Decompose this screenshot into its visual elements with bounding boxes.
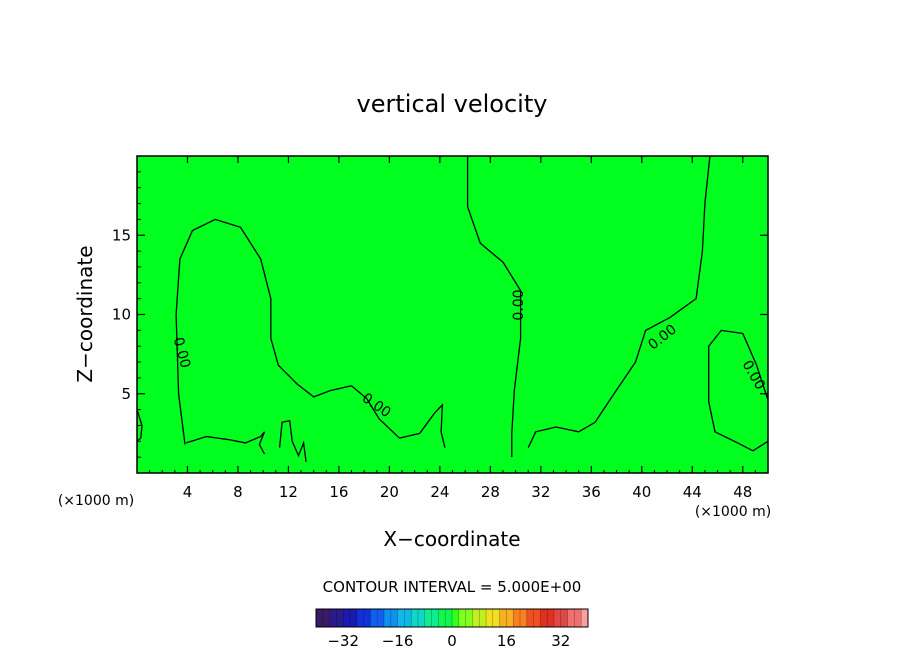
y-tick-label: 5 bbox=[121, 385, 131, 403]
x-tick-label: 40 bbox=[632, 483, 651, 501]
y-tick-label: 15 bbox=[112, 226, 131, 244]
x-tick-label: 48 bbox=[733, 483, 752, 501]
contour-interval-text: CONTOUR INTERVAL = 5.000E+00 bbox=[323, 578, 582, 596]
colorbar-cell bbox=[363, 609, 371, 627]
colorbar-cell bbox=[384, 609, 392, 627]
contour-line-5 bbox=[186, 431, 266, 455]
chart-title: vertical velocity bbox=[357, 90, 548, 118]
x-tick-label: 24 bbox=[430, 483, 449, 501]
colorbar-cell bbox=[547, 609, 555, 627]
colorbar-cell bbox=[560, 609, 568, 627]
colorbar-cell bbox=[431, 609, 439, 627]
colorbar-cell bbox=[492, 609, 500, 627]
plot-area: 0.000.000.000.000.00 4 8 12 16 20 24 28 32 36 40 4… bbox=[112, 155, 769, 501]
y-axis-label: Z−coordinate bbox=[73, 245, 97, 382]
colorbar-cell bbox=[526, 609, 534, 627]
colorbar-cell bbox=[520, 609, 528, 627]
colorbar-cell bbox=[445, 609, 453, 627]
colorbar-cell bbox=[438, 609, 446, 627]
colorbar-cell bbox=[513, 609, 521, 627]
colorbar-cell bbox=[350, 609, 358, 627]
colorbar-cell bbox=[540, 609, 548, 627]
colorbar-cell bbox=[370, 609, 378, 627]
colorbar-tick-label: 32 bbox=[551, 632, 570, 650]
x-ticks: 4 8 12 16 20 24 28 32 36 40 44 48 bbox=[149, 156, 756, 501]
colorbar-cell bbox=[397, 609, 405, 627]
colorbar-cell bbox=[343, 609, 351, 627]
colorbar-cell bbox=[486, 609, 494, 627]
colorbar-cell bbox=[316, 609, 324, 627]
y-ticks: 5 10 15 bbox=[112, 171, 768, 458]
x-unit-label-right: (×1000 m) bbox=[695, 504, 771, 520]
x-tick-label: 28 bbox=[481, 483, 500, 501]
contour-label-2: 0.00 bbox=[511, 289, 527, 320]
colorbar-cell bbox=[404, 609, 412, 627]
colorbar-cell bbox=[322, 609, 330, 627]
colorbar-cell bbox=[533, 609, 541, 627]
colorbar-cell bbox=[506, 609, 514, 627]
x-tick-label: 12 bbox=[279, 483, 298, 501]
colorbar-cell bbox=[452, 609, 460, 627]
contour-line-0 bbox=[175, 218, 446, 448]
y-tick-label: 10 bbox=[112, 306, 131, 324]
colorbar-cell bbox=[336, 609, 344, 627]
colorbar-cell bbox=[581, 609, 589, 627]
colorbar-tick-label: 0 bbox=[447, 632, 457, 650]
colorbar-frame bbox=[315, 608, 589, 628]
colorbar-tick-labels: −32 −16 0 16 32 bbox=[327, 632, 570, 650]
x-tick-label: 8 bbox=[233, 483, 243, 501]
contour-line-3 bbox=[708, 329, 769, 452]
colorbar-cell bbox=[499, 609, 507, 627]
colorbar-cell bbox=[554, 609, 562, 627]
colorbar bbox=[315, 608, 589, 628]
contour-line-6 bbox=[278, 419, 307, 462]
colorbar-cell bbox=[356, 609, 364, 627]
colorbar-tick-label: −32 bbox=[327, 632, 359, 650]
colorbar-cell bbox=[329, 609, 337, 627]
x-tick-label: 36 bbox=[582, 483, 601, 501]
x-tick-label: 16 bbox=[329, 483, 348, 501]
colorbar-cell bbox=[424, 609, 432, 627]
colorbar-cell bbox=[574, 609, 582, 627]
colorbar-cell bbox=[458, 609, 466, 627]
contour-line-4 bbox=[136, 409, 143, 442]
colorbar-cell bbox=[411, 609, 419, 627]
colorbar-cell bbox=[479, 609, 487, 627]
velocity-field-fill bbox=[137, 156, 768, 473]
x-tick-label: 32 bbox=[531, 483, 550, 501]
x-tick-label: 20 bbox=[380, 483, 399, 501]
colorbar-cell bbox=[567, 609, 575, 627]
colorbar-cell bbox=[390, 609, 398, 627]
colorbar-cell bbox=[472, 609, 480, 627]
colorbar-cell bbox=[418, 609, 426, 627]
contour-line-2 bbox=[527, 155, 711, 448]
x-axis-label: X−coordinate bbox=[383, 527, 520, 551]
contour-label-0: 0.00 bbox=[170, 336, 194, 370]
x-tick-label: 4 bbox=[183, 483, 193, 501]
colorbar-tick-label: −16 bbox=[382, 632, 414, 650]
x-tick-label: 44 bbox=[683, 483, 702, 501]
contour-lines bbox=[136, 155, 769, 462]
colorbar-cell bbox=[377, 609, 385, 627]
colorbar-tick-label: 16 bbox=[497, 632, 516, 650]
contour-line-1 bbox=[466, 156, 522, 458]
colorbar-cell bbox=[465, 609, 473, 627]
x-unit-label-left: (×1000 m) bbox=[58, 493, 134, 509]
